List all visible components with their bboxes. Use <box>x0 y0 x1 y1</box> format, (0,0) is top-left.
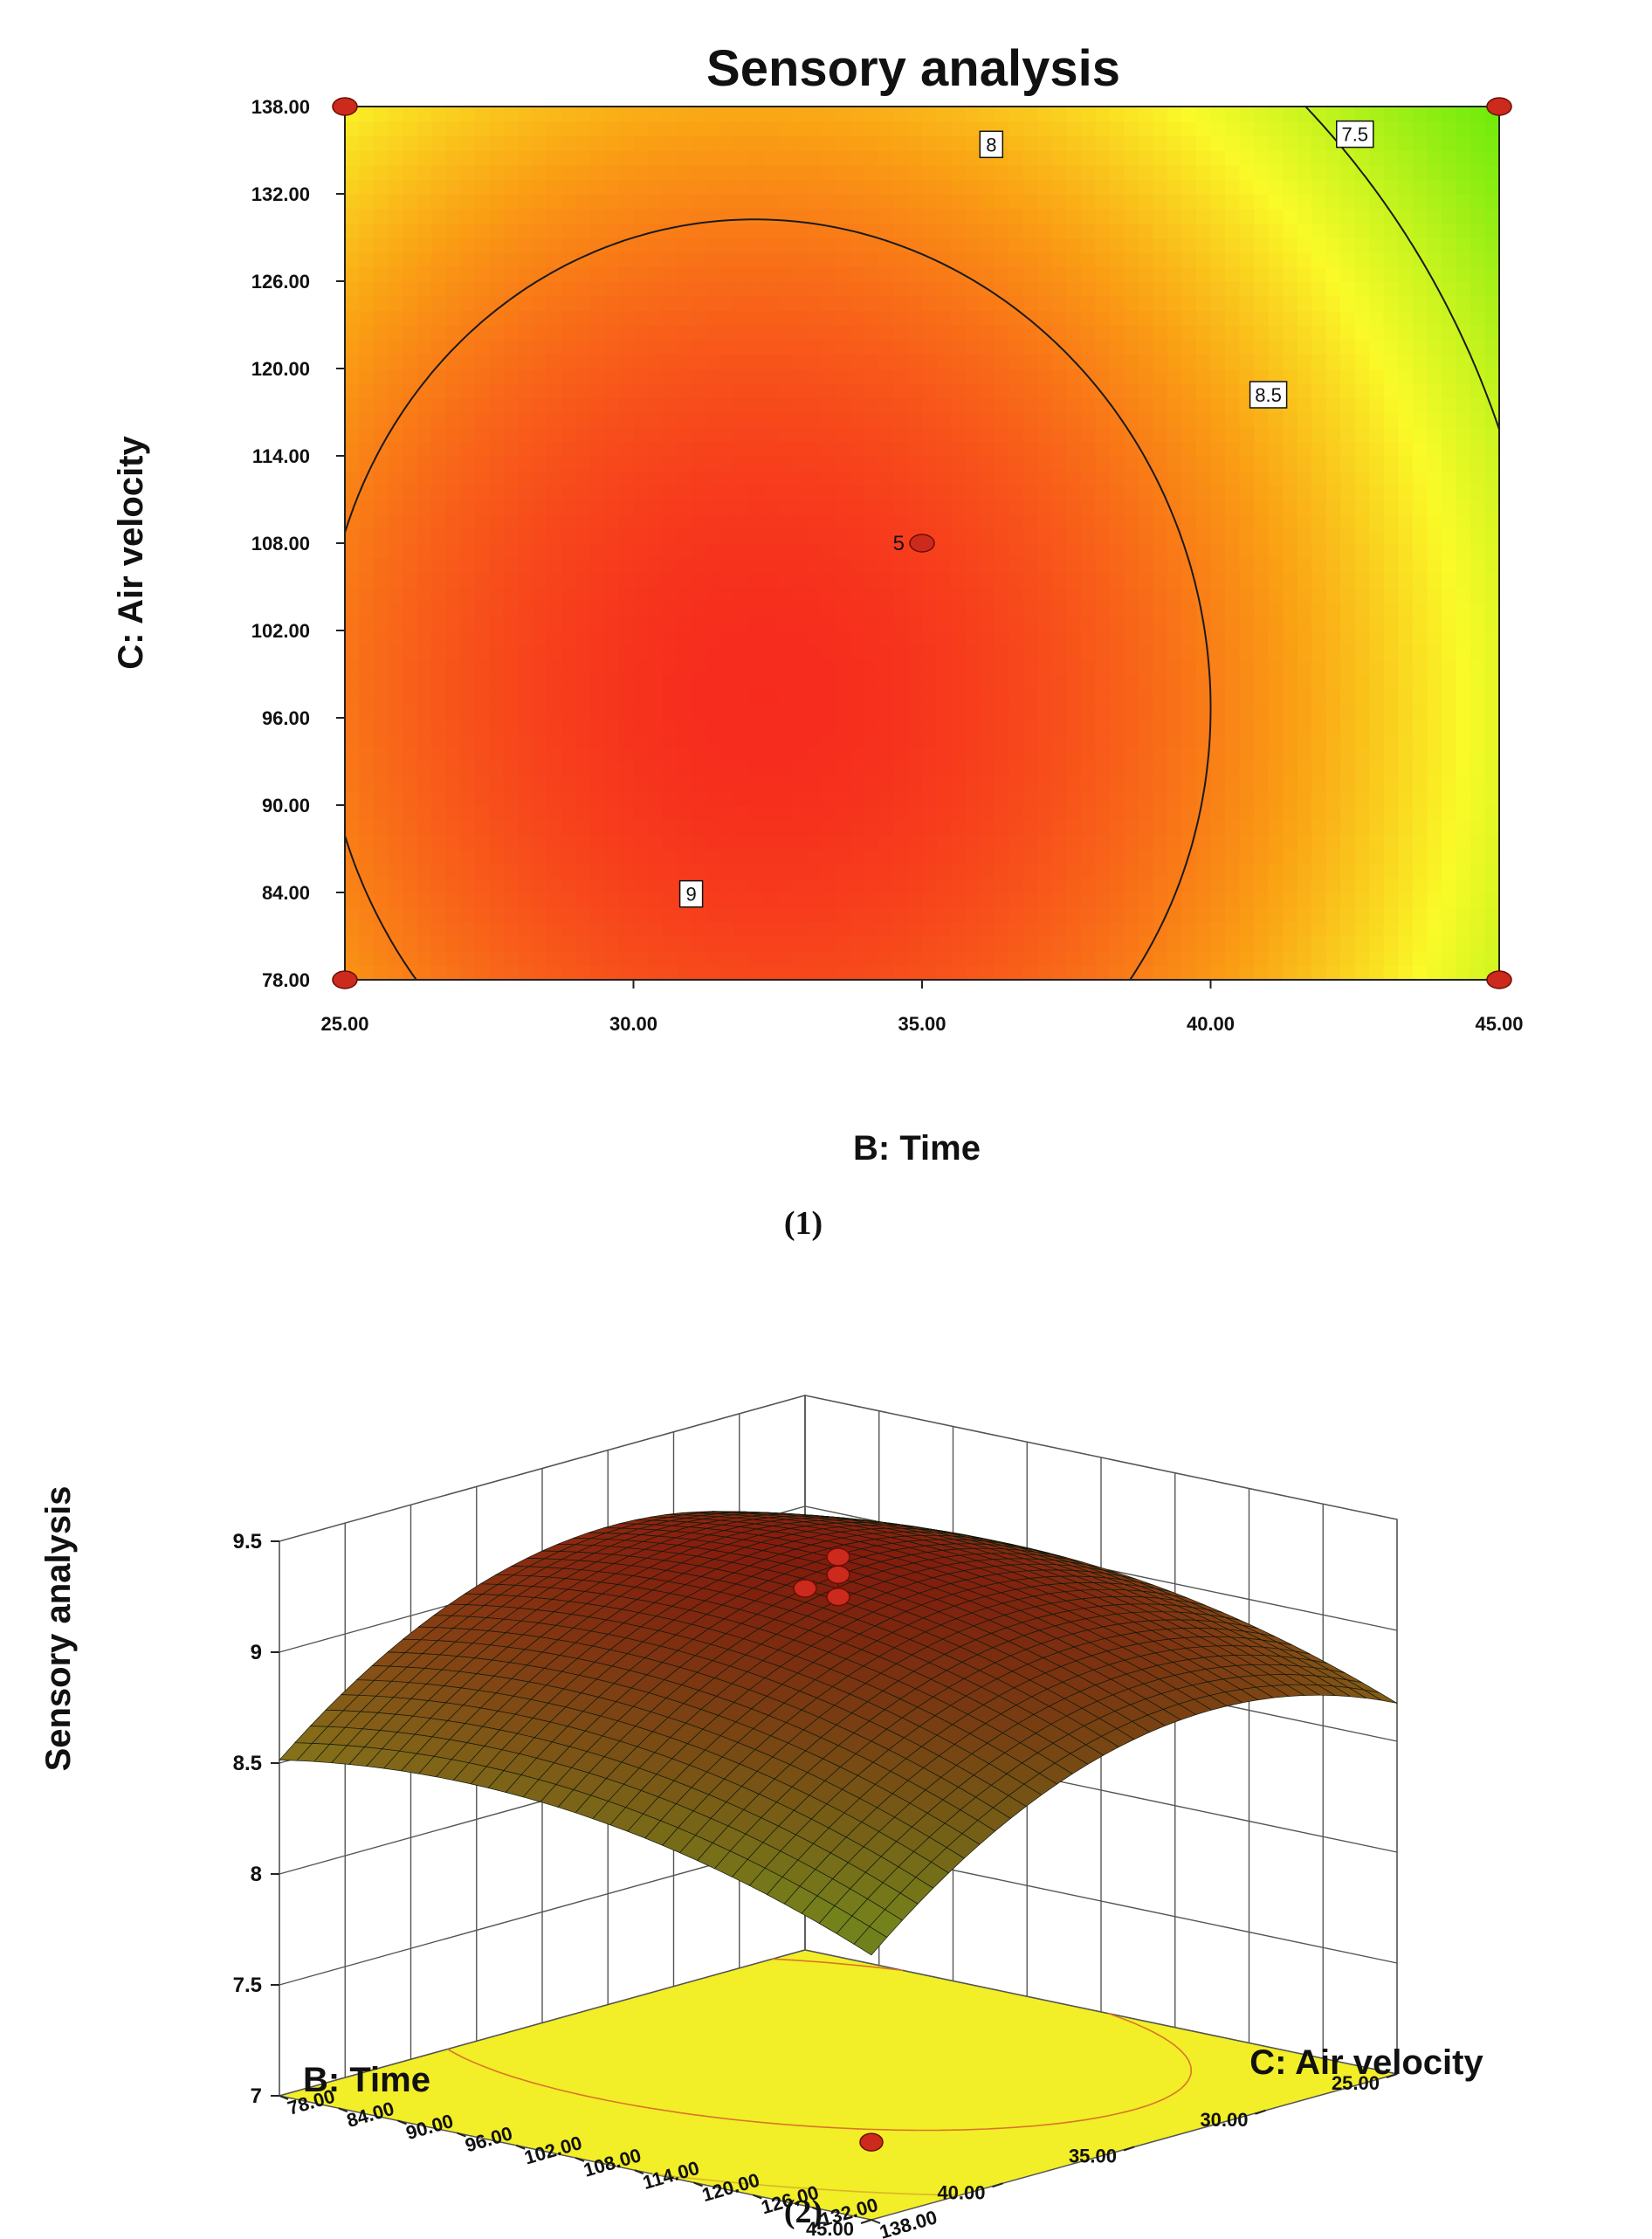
design-point <box>332 970 358 989</box>
z-tick-label: 7 <box>251 2084 262 2108</box>
floor-contours <box>447 1958 1192 2196</box>
surface-design-point <box>793 1579 817 1598</box>
b-tick-label: 30.00 <box>1200 2109 1248 2131</box>
b-tick-mark <box>992 2182 1003 2188</box>
c-tick-mark <box>811 2206 822 2212</box>
contour-lines <box>345 107 1499 980</box>
contour-labels: 9 8.5 8 7.5 <box>678 120 1374 908</box>
x-tick-label: 30.00 <box>609 1013 657 1035</box>
y-axis-label: C: Air velocity <box>112 436 150 670</box>
z-tick-label: 9 <box>251 1641 262 1664</box>
b-tick-mark <box>1255 2109 1266 2115</box>
contour-label: 7.5 <box>1341 124 1368 146</box>
b-tick-mark <box>860 2219 872 2224</box>
c-tick-mark <box>693 2181 703 2187</box>
y-tick-label: 120.00 <box>251 358 310 380</box>
replicate-count: 5 <box>893 532 905 555</box>
design-point <box>1486 970 1512 989</box>
z-axis-ticks: 7 7.5 8 8.5 9 9.5 <box>233 1530 279 2108</box>
c-tick-mark <box>575 2157 585 2162</box>
contour-label-box <box>1249 381 1288 409</box>
z-tick-label: 7.5 <box>233 1974 262 1997</box>
y-tick-label: 126.00 <box>251 271 310 293</box>
z-tick-label: 8 <box>251 1863 262 1886</box>
contour-label: 8 <box>986 134 996 155</box>
heatmap <box>345 107 1499 980</box>
x-tick-label: 40.00 <box>1187 1013 1235 1035</box>
y-tick-label: 90.00 <box>262 795 310 816</box>
c-tick-mark <box>753 2194 762 2200</box>
c-tick-mark <box>338 2107 348 2113</box>
c-axis-label: C: Air velocity <box>1249 2043 1483 2082</box>
contour-label: 8.5 <box>1255 384 1282 406</box>
panel-label-1: (1) <box>784 1205 823 1242</box>
contour-label: 9 <box>685 884 696 906</box>
surface-design-point <box>826 1587 850 1607</box>
c-tick-mark <box>397 2119 407 2125</box>
surface-cell <box>853 1926 888 1956</box>
b-axis-ticks: 25.00 30.00 35.00 40.00 45.00 <box>806 2072 1398 2239</box>
c-tick-mark <box>457 2132 466 2138</box>
c-tick-mark <box>515 2144 526 2150</box>
floor-contour <box>652 2173 960 2196</box>
contour-label-box <box>979 130 1004 159</box>
x-tick-label: 25.00 <box>320 1013 368 1035</box>
b-tick-label: 40.00 <box>937 2181 985 2203</box>
design-point <box>332 97 358 116</box>
y-tick-label: 108.00 <box>251 533 310 555</box>
c-tick-mark <box>279 2095 289 2100</box>
z-tick-label: 9.5 <box>233 1530 262 1554</box>
floor-projection <box>279 1949 1398 2221</box>
c-tick-mark <box>871 2219 881 2224</box>
z-tick-label: 8.5 <box>233 1752 262 1775</box>
b-tick-mark <box>1123 2146 1135 2152</box>
y-tick-label: 96.00 <box>262 707 310 729</box>
x-tick-label: 35.00 <box>898 1013 946 1035</box>
chart-title: Sensory analysis <box>706 40 1120 97</box>
panel-label-2: (2) <box>784 2194 823 2230</box>
y-tick-label: 138.00 <box>251 96 310 118</box>
y-tick-label: 84.00 <box>262 882 310 904</box>
x-axis-ticks: 25.00 30.00 35.00 40.00 45.00 <box>320 980 1524 1035</box>
c-tick-mark <box>634 2169 644 2175</box>
surface-chart: 7 7.5 8 8.5 9 9.5 25.00 30.00 35.00 40.00 45.00 7… <box>39 1395 1483 2239</box>
contour-line-9 <box>345 218 1212 980</box>
b-tick-label: 35.00 <box>1069 2146 1117 2167</box>
z-axis-label: Sensory analysis <box>39 1486 78 1772</box>
surface-design-point <box>859 2132 884 2152</box>
contour-label-box <box>678 879 704 908</box>
b-tick-label: 25.00 <box>1332 2072 1380 2094</box>
y-tick-label: 78.00 <box>262 969 310 991</box>
design-points: 5 <box>332 97 1512 989</box>
surface-design-point <box>826 1547 850 1567</box>
surface-design-point <box>826 1565 850 1585</box>
design-point <box>1486 97 1512 116</box>
surface-design-points <box>793 1547 884 2152</box>
x-axis-label: B: Time <box>853 1129 981 1168</box>
design-point <box>909 534 935 553</box>
b-axis-label: B: Time <box>303 2061 430 2099</box>
contour-chart: Sensory analysis 25.00 30.00 35.00 40.00 45.… <box>112 40 1524 1242</box>
y-axis-ticks: 78.00 84.00 90.00 96.00 102.00 108.00 114.00 12… <box>251 96 345 991</box>
response-surface <box>279 1511 1398 1956</box>
floor-contour <box>447 1958 1192 2132</box>
x-tick-label: 45.00 <box>1475 1013 1523 1035</box>
contour-label-box <box>1336 120 1374 148</box>
y-tick-label: 132.00 <box>251 183 310 205</box>
b-tick-label: 45.00 <box>806 2218 854 2239</box>
y-tick-label: 102.00 <box>251 620 310 642</box>
b-tick-mark <box>1386 2073 1398 2078</box>
y-tick-label: 114.00 <box>252 445 310 467</box>
